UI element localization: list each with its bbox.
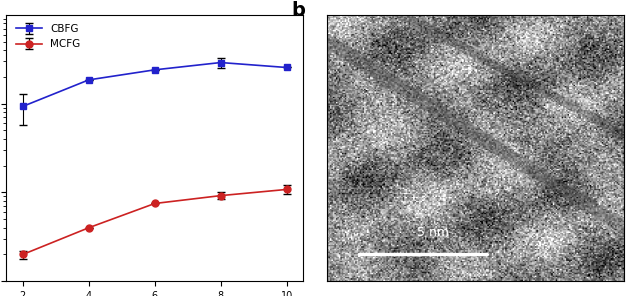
Text: 5 nm: 5 nm <box>418 226 449 239</box>
Text: b: b <box>291 1 305 20</box>
Legend: CBFG, MCFG: CBFG, MCFG <box>11 20 84 54</box>
